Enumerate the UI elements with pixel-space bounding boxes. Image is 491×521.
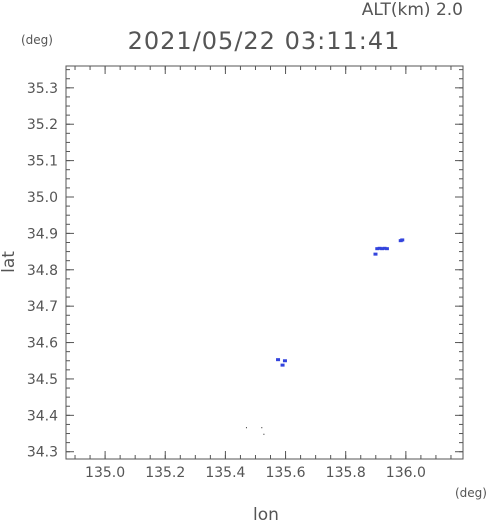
data-point xyxy=(373,252,378,256)
data-point xyxy=(384,247,389,251)
data-point xyxy=(400,238,405,242)
data-point xyxy=(382,246,387,250)
y-tick-label: 34.7 xyxy=(27,299,58,315)
x-tick-label: 135.8 xyxy=(326,465,366,481)
altitude-label: ALT(km) 2.0 xyxy=(362,0,463,20)
data-point xyxy=(377,246,382,250)
data-point xyxy=(380,247,385,251)
x-tick-label: 135.6 xyxy=(266,465,306,481)
y-tick-label: 34.4 xyxy=(27,408,58,424)
y-tick-label: 35.3 xyxy=(27,81,58,97)
chart-title: 2021/05/22 03:11:41 xyxy=(128,27,401,55)
y-tick-label: 34.6 xyxy=(27,336,58,352)
y-tick-label: 35.0 xyxy=(27,190,58,206)
data-point xyxy=(280,363,285,367)
y-tick-label: 35.1 xyxy=(27,154,58,170)
x-tick-label: 136.0 xyxy=(386,465,426,481)
x-tick-label: 135.4 xyxy=(205,465,245,481)
y-axis-unit: (deg) xyxy=(21,33,53,47)
x-tick-label: 135.2 xyxy=(145,465,185,481)
data-point xyxy=(375,247,380,251)
y-tick-label: 34.3 xyxy=(27,445,58,461)
y-tick-label: 35.2 xyxy=(27,117,58,133)
data-points xyxy=(245,238,405,435)
x-tick-label: 135.0 xyxy=(85,465,125,481)
data-point xyxy=(276,358,281,362)
y-axis-label: lat xyxy=(0,251,19,273)
x-axis-unit: (deg) xyxy=(455,486,487,500)
data-point xyxy=(263,433,265,435)
y-tick-label: 34.8 xyxy=(27,263,58,279)
y-tick-label: 34.5 xyxy=(27,372,58,388)
axis-ticks xyxy=(66,66,463,459)
x-axis-label: lon xyxy=(253,505,279,521)
y-tick-label: 34.9 xyxy=(27,226,58,242)
data-point xyxy=(245,427,247,429)
data-point xyxy=(261,427,263,429)
plot-frame xyxy=(65,65,464,460)
tick-labels: 135.0 135.2 135.4 135.6 135.8 136.0 34.3 34.4 34… xyxy=(27,81,426,481)
data-point xyxy=(282,359,287,363)
